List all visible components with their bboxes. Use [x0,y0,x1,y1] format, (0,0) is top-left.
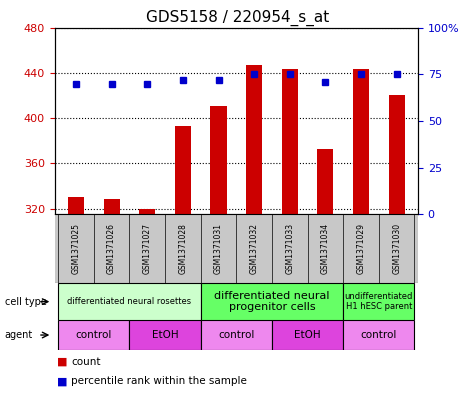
Text: GDS5158 / 220954_s_at: GDS5158 / 220954_s_at [146,10,329,26]
Bar [343,283,414,320]
Bar [68,197,84,214]
Bar [104,200,120,214]
Text: control: control [76,330,112,340]
Text: GSM1371030: GSM1371030 [392,223,401,274]
Text: GSM1371028: GSM1371028 [179,223,187,274]
Text: differentiated neural rosettes: differentiated neural rosettes [67,297,191,306]
Text: EtOH: EtOH [294,330,321,340]
Bar [282,70,298,214]
Text: ■: ■ [57,376,67,386]
Text: agent: agent [5,330,33,340]
Bar [246,65,262,214]
Text: GSM1371032: GSM1371032 [250,223,258,274]
Text: undifferentiated
H1 hESC parent: undifferentiated H1 hESC parent [345,292,413,311]
Bar [129,320,200,350]
Text: differentiated neural
progenitor cells: differentiated neural progenitor cells [214,291,330,312]
Text: GSM1371026: GSM1371026 [107,223,116,274]
Bar [58,283,201,320]
Text: GSM1371027: GSM1371027 [143,223,152,274]
Bar [175,126,191,214]
Text: GSM1371034: GSM1371034 [321,223,330,274]
Text: GSM1371033: GSM1371033 [285,223,294,274]
Bar [210,106,227,214]
Bar [58,320,129,350]
Text: ■: ■ [57,356,67,367]
Bar [272,320,343,350]
Bar [201,320,272,350]
Text: percentile rank within the sample: percentile rank within the sample [71,376,247,386]
Text: GSM1371025: GSM1371025 [72,223,80,274]
Bar [389,95,405,214]
Text: GSM1371029: GSM1371029 [357,223,365,274]
Text: GSM1371031: GSM1371031 [214,223,223,274]
Text: EtOH: EtOH [152,330,179,340]
Bar [201,283,343,320]
Text: cell type: cell type [5,297,47,307]
Text: control: control [361,330,397,340]
Bar [317,149,333,214]
Bar [343,320,414,350]
Text: count: count [71,356,101,367]
Bar [353,70,369,214]
Bar [139,209,155,214]
Text: control: control [218,330,255,340]
